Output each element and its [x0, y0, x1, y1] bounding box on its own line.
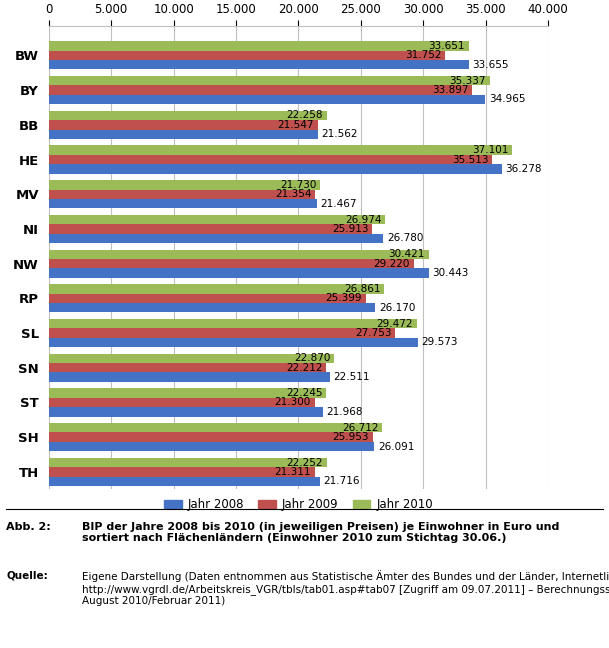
Bar	[49, 458, 326, 467]
Text: 26.780: 26.780	[387, 233, 423, 243]
Bar	[49, 319, 417, 329]
Bar	[49, 294, 366, 303]
Text: 22.212: 22.212	[286, 363, 322, 373]
Bar	[49, 51, 445, 60]
Bar	[49, 95, 485, 104]
Text: 26.974: 26.974	[345, 214, 382, 225]
Text: 21.716: 21.716	[323, 476, 360, 486]
Bar	[49, 268, 429, 278]
Text: 22.245: 22.245	[286, 388, 323, 398]
Text: 26.861: 26.861	[344, 284, 381, 294]
Text: 31.752: 31.752	[405, 51, 442, 60]
Text: Abb. 2:: Abb. 2:	[6, 522, 51, 531]
Text: 22.511: 22.511	[334, 372, 370, 382]
Text: 25.913: 25.913	[332, 224, 368, 234]
Bar	[49, 146, 512, 155]
Bar	[49, 60, 469, 69]
Text: BIP der Jahre 2008 bis 2010 (in jeweiligen Preisen) je Einwohner in Euro und
sor: BIP der Jahre 2008 bis 2010 (in jeweilig…	[82, 522, 560, 543]
Text: 26.712: 26.712	[342, 422, 378, 433]
Bar	[49, 190, 315, 199]
Bar	[49, 476, 320, 486]
Text: 33.897: 33.897	[432, 85, 468, 95]
Bar	[49, 432, 373, 442]
Bar	[49, 120, 318, 130]
Text: 29.472: 29.472	[376, 319, 413, 329]
Bar	[49, 363, 326, 373]
Text: 30.443: 30.443	[432, 268, 469, 278]
Bar	[49, 86, 472, 95]
Text: 21.300: 21.300	[275, 397, 311, 408]
Bar	[49, 388, 326, 398]
Text: Eigene Darstellung (Daten entnommen aus Statistische Ämter des Bundes und der Lä: Eigene Darstellung (Daten entnommen aus …	[82, 570, 609, 607]
Text: 29.220: 29.220	[373, 259, 410, 269]
Bar	[49, 215, 385, 224]
Bar	[49, 249, 429, 259]
Text: 22.870: 22.870	[294, 353, 331, 364]
Bar	[49, 111, 326, 120]
Text: Quelle:: Quelle:	[6, 570, 48, 580]
Text: 30.421: 30.421	[389, 249, 424, 259]
Bar	[49, 354, 334, 363]
Text: 25.953: 25.953	[333, 432, 369, 442]
Bar	[49, 199, 317, 208]
Bar	[49, 234, 383, 243]
Text: 35.513: 35.513	[452, 154, 488, 165]
Text: 21.467: 21.467	[320, 199, 357, 209]
Text: 27.753: 27.753	[355, 328, 392, 338]
Text: 21.968: 21.968	[326, 407, 363, 417]
Bar	[49, 423, 382, 432]
Text: 21.311: 21.311	[275, 467, 311, 477]
Bar	[49, 224, 372, 234]
Bar	[49, 398, 315, 407]
Text: 29.573: 29.573	[421, 338, 458, 347]
Bar	[49, 442, 375, 451]
Bar	[49, 164, 502, 174]
Text: 26.091: 26.091	[378, 441, 415, 452]
Text: 21.730: 21.730	[280, 180, 316, 190]
Bar	[49, 284, 384, 294]
Text: 25.399: 25.399	[326, 294, 362, 303]
Text: 36.278: 36.278	[505, 164, 542, 174]
Text: 21.562: 21.562	[322, 129, 358, 139]
Text: 26.170: 26.170	[379, 303, 415, 313]
Bar	[49, 338, 418, 347]
Legend: Jahr 2008, Jahr 2009, Jahr 2010: Jahr 2008, Jahr 2009, Jahr 2010	[159, 493, 438, 516]
Bar	[49, 407, 323, 417]
Bar	[49, 373, 329, 382]
Text: 33.651: 33.651	[429, 41, 465, 51]
Text: 33.655: 33.655	[473, 60, 509, 70]
Text: 21.547: 21.547	[278, 120, 314, 130]
Text: 35.337: 35.337	[449, 76, 486, 86]
Bar	[49, 155, 492, 164]
Bar	[49, 329, 395, 338]
Text: 34.965: 34.965	[489, 95, 526, 104]
Bar	[49, 259, 414, 268]
Text: 22.252: 22.252	[286, 457, 323, 467]
Bar	[49, 76, 490, 86]
Bar	[49, 41, 469, 51]
Text: 22.258: 22.258	[286, 110, 323, 121]
Bar	[49, 130, 318, 139]
Bar	[49, 180, 320, 190]
Text: 37.101: 37.101	[472, 145, 508, 155]
Bar	[49, 303, 375, 312]
Bar	[49, 467, 315, 476]
Text: 21.354: 21.354	[275, 189, 312, 199]
